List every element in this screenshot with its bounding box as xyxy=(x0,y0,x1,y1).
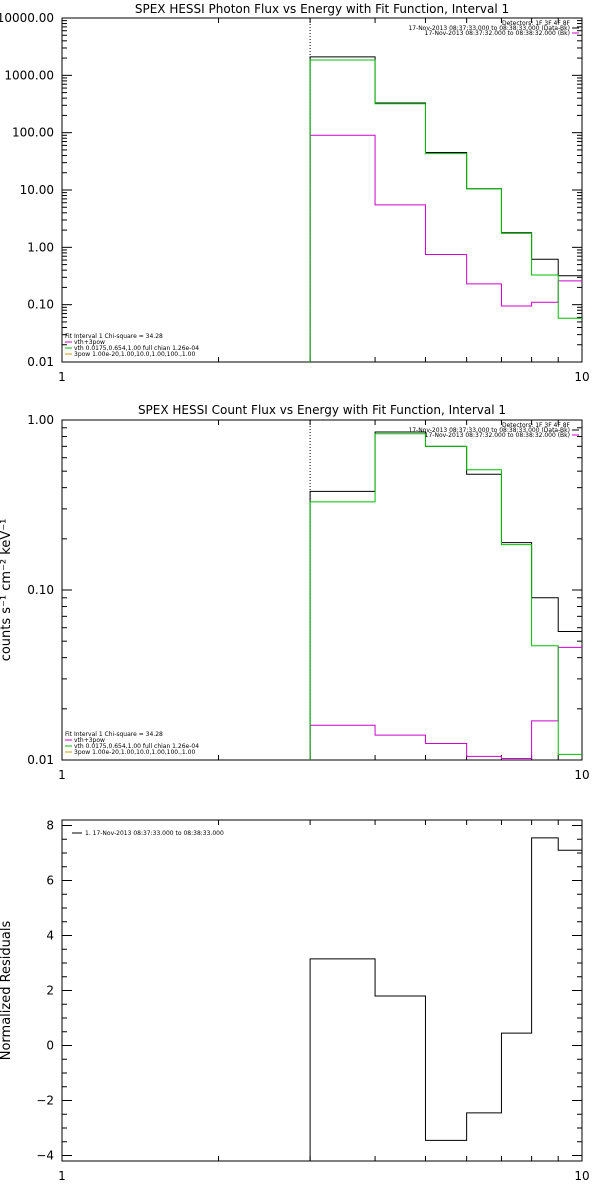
plot-frame xyxy=(61,819,583,1162)
header-text: 17-Nov-2013 08:37:33.000 to 08:38:33.000… xyxy=(408,427,570,434)
fit-info-text: vth 0.0175,0.654,1.00 full chian 1.26e-0… xyxy=(74,743,199,750)
y-tick-label: 0.01 xyxy=(27,355,54,369)
fit-info-text: 3pow 1.00e-20,1.00,10.0,1.00,100.,1.00 xyxy=(74,351,195,358)
header-text: Detectors: 1F 3F 4F 8F xyxy=(502,20,571,27)
legend-text: 1. 17-Nov-2013 08:37:33.000 to 08:38:33.… xyxy=(85,830,224,837)
y-tick-label: 100.00 xyxy=(12,126,54,140)
y-tick-label: 10.00 xyxy=(20,183,54,197)
fit-info-text: vth+3pow xyxy=(74,737,105,744)
series-residuals-line xyxy=(309,837,582,1161)
y-tick-label: 8 xyxy=(46,819,54,833)
fit-info-text: Fit Interval 1 Chi-square = 34.28 xyxy=(65,333,163,340)
plot-frame xyxy=(61,419,583,761)
fit-info-text: 3pow 1.00e-20,1.00,10.0,1.00,100.,1.00 xyxy=(74,749,195,756)
x-tick-label: 1 xyxy=(58,370,66,384)
y-tick-label: 2 xyxy=(46,984,54,998)
series-data-bk-line xyxy=(309,56,582,362)
y-tick-label: 0.10 xyxy=(27,583,54,597)
y-tick-label: 0 xyxy=(46,1039,54,1053)
header-text: 17-Nov-2013 08:37:32.000 to 08:38:32.000… xyxy=(425,30,570,37)
y-tick-label: −4 xyxy=(36,1149,54,1163)
plot-frame xyxy=(61,17,583,363)
y-tick-label: 4 xyxy=(46,929,54,943)
header-text: Detectors: 1F 3F 4F 8F xyxy=(502,422,571,429)
chart-title: SPEX HESSI Count Flux vs Energy with Fit… xyxy=(138,403,506,417)
series-data-bk-line xyxy=(309,431,582,760)
y-tick-label: 0.01 xyxy=(27,753,54,767)
chart-panel-2: SPEX HESSI Count Flux vs Energy with Fit… xyxy=(0,403,590,782)
series-vth-3pow-line xyxy=(309,59,582,362)
chart-panel-3: 1 10 −4 −2 0 2 4 6 8 Normalized Residuals 1. 17-No… xyxy=(0,819,590,1184)
x-tick-label: 1 xyxy=(58,768,66,782)
series-vth-3pow-line xyxy=(309,433,582,760)
x-tick-label: 10 xyxy=(574,370,589,384)
y-tick-label: −2 xyxy=(36,1094,54,1108)
fit-info-text: vth+3pow xyxy=(74,339,105,346)
x-tick-label: 1 xyxy=(58,1169,66,1183)
fit-info-text: vth 0.0175,0.654,1.00 full chian 1.26e-0… xyxy=(74,345,199,352)
y-tick-label: 1000.00 xyxy=(4,68,54,82)
y-axis-label: counts s⁻¹ cm⁻² keV⁻¹ xyxy=(0,519,14,662)
header-text: 17-Nov-2013 08:37:32.000 to 08:38:32.000… xyxy=(425,432,570,439)
fit-info-text: Fit Interval 1 Chi-square = 34.28 xyxy=(65,731,163,738)
series-bk-line xyxy=(309,646,582,760)
header-text: 17-Nov-2013 08:37:33.000 to 08:38:33.000… xyxy=(408,25,570,32)
x-tick-label: 10 xyxy=(574,1169,589,1183)
chart-title: SPEX HESSI Photon Flux vs Energy with Fi… xyxy=(135,2,509,16)
chart-panel-1: SPEX HESSI Photon Flux vs Energy with Fi… xyxy=(0,2,590,384)
y-axis-label: Normalized Residuals xyxy=(0,921,14,1061)
x-tick-label: 10 xyxy=(574,768,589,782)
y-tick-label: 0.10 xyxy=(27,298,54,312)
y-tick-label: 1.00 xyxy=(27,413,54,427)
y-tick-label: 6 xyxy=(46,874,54,888)
y-tick-label: 1.00 xyxy=(27,240,54,254)
series-bk-line xyxy=(309,134,582,362)
y-tick-label: 10000.00 xyxy=(0,11,54,25)
